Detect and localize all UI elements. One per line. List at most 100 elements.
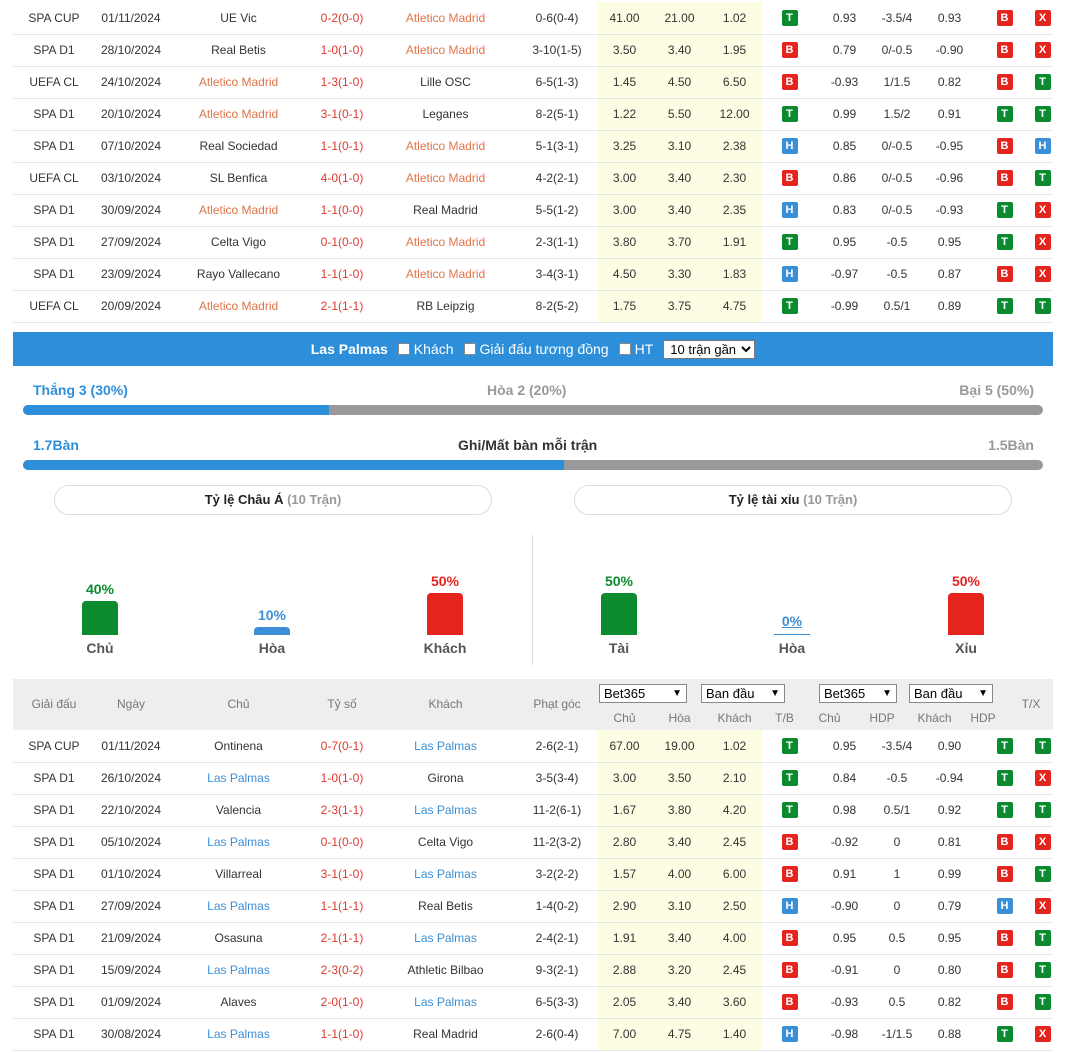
score-cell[interactable]: 1-1(0-1): [310, 130, 374, 163]
checkbox-icon[interactable]: [397, 343, 410, 355]
home-team-cell[interactable]: Atletico Madrid: [167, 66, 310, 99]
table-row[interactable]: SPA D1 15/09/2024 Las Palmas 2-3(0-2) Athlet…: [13, 954, 1053, 987]
home-team-cell[interactable]: Real Betis: [167, 34, 310, 67]
away-filter-checkbox[interactable]: Khách: [397, 341, 454, 357]
table-row[interactable]: SPA D1 30/09/2024 Atletico Madrid 1-1(0-0) R…: [13, 194, 1053, 227]
away-team-cell[interactable]: Athletic Bilbao: [374, 954, 517, 987]
score-cell[interactable]: 3-1(0-1): [310, 98, 374, 131]
table-row[interactable]: UEFA CL 03/10/2024 SL Benfica 4-0(1-0) Atlet…: [13, 162, 1053, 195]
home-team-cell[interactable]: SL Benfica: [167, 162, 310, 195]
handicap-home-cell: 0.91: [817, 858, 872, 891]
score-cell[interactable]: 2-3(1-1): [310, 794, 374, 827]
home-team-cell[interactable]: Real Sociedad: [167, 130, 310, 163]
away-team-cell[interactable]: Real Betis: [374, 890, 517, 923]
date-cell: 24/10/2024: [95, 66, 167, 99]
away-team-cell[interactable]: Lille OSC: [374, 66, 517, 99]
home-team-cell[interactable]: Celta Vigo: [167, 226, 310, 259]
away-team-cell-text: RB Leipzig: [416, 299, 475, 313]
table-row[interactable]: UEFA CL 24/10/2024 Atletico Madrid 1-3(1-0)…: [13, 66, 1053, 99]
away-team-cell[interactable]: Atletico Madrid: [374, 34, 517, 67]
away-team-cell-text: Las Palmas: [414, 867, 477, 881]
table-row[interactable]: SPA D1 01/10/2024 Villarreal 3-1(1-0) Las Pa…: [13, 858, 1053, 891]
table-row[interactable]: UEFA CL 20/09/2024 Atletico Madrid 2-1(1-1)…: [13, 290, 1053, 323]
table-row[interactable]: SPA D1 21/09/2024 Osasuna 2-1(1-1) Las Palma…: [13, 922, 1053, 955]
home-team-cell[interactable]: Atletico Madrid: [167, 98, 310, 131]
asian-percent-0: 40%: [85, 581, 115, 598]
table-row[interactable]: SPA CUP 01/11/2024 Ontinena 0-7(0-1) Las Pal…: [13, 730, 1053, 763]
away-team-cell[interactable]: Las Palmas: [374, 986, 517, 1019]
away-team-cell[interactable]: Girona: [374, 762, 517, 795]
score-cell[interactable]: 1-1(0-0): [310, 194, 374, 227]
table-row[interactable]: SPA D1 22/10/2024 Valencia 2-3(1-1) Las Palm…: [13, 794, 1053, 827]
score-cell[interactable]: 1-0(1-0): [310, 762, 374, 795]
table-row[interactable]: SPA D1 30/08/2024 Las Palmas 1-1(1-0) Real M…: [13, 1018, 1053, 1051]
away-team-cell[interactable]: Las Palmas: [374, 922, 517, 955]
home-team-cell[interactable]: UE Vic: [167, 2, 310, 35]
home-team-cell[interactable]: Atletico Madrid: [167, 290, 310, 323]
table-row[interactable]: SPA D1 20/10/2024 Atletico Madrid 3-1(0-1) L…: [13, 98, 1053, 131]
score-cell[interactable]: 0-2(0-0): [310, 2, 374, 35]
score-cell[interactable]: 1-3(1-0): [310, 66, 374, 99]
table-row[interactable]: SPA D1 23/09/2024 Rayo Vallecano 1-1(1-0) At…: [13, 258, 1053, 291]
away-team-cell[interactable]: Las Palmas: [374, 794, 517, 827]
checkbox-icon[interactable]: [618, 343, 631, 355]
away-team-cell[interactable]: Atletico Madrid: [374, 2, 517, 35]
table-row[interactable]: SPA D1 28/10/2024 Real Betis 1-0(1-0) Atleti…: [13, 34, 1053, 67]
away-team-cell[interactable]: Celta Vigo: [374, 826, 517, 859]
recent-matches-select[interactable]: 10 trận gần: [663, 339, 756, 359]
home-team-cell[interactable]: Valencia: [167, 794, 310, 827]
away-team-cell[interactable]: Atletico Madrid: [374, 162, 517, 195]
home-team-cell[interactable]: Ontinena: [167, 730, 310, 763]
odds-type-select-1[interactable]: Ban đầu ▼: [701, 684, 785, 703]
handicap-line-cell-text: 1.5/2: [883, 107, 911, 121]
table-row[interactable]: SPA D1 01/09/2024 Alaves 2-0(1-0) Las Palmas…: [13, 986, 1053, 1019]
home-team-cell[interactable]: Osasuna: [167, 922, 310, 955]
home-odds-cell-text: 1.22: [612, 107, 637, 121]
home-team-cell[interactable]: Las Palmas: [167, 890, 310, 923]
home-team-cell[interactable]: Alaves: [167, 986, 310, 1019]
checkbox-icon[interactable]: [463, 343, 476, 355]
score-cell[interactable]: 1-1(1-0): [310, 1018, 374, 1051]
home-team-cell[interactable]: Las Palmas: [167, 1018, 310, 1051]
score-cell[interactable]: 1-0(1-0): [310, 34, 374, 67]
away-team-cell[interactable]: Leganes: [374, 98, 517, 131]
away-team-cell[interactable]: Atletico Madrid: [374, 130, 517, 163]
bookmaker-select-2[interactable]: Bet365 ▼: [819, 684, 897, 703]
ht-filter-checkbox[interactable]: HT: [618, 341, 653, 357]
table-row[interactable]: SPA D1 27/09/2024 Celta Vigo 0-1(0-0) Atleti…: [13, 226, 1053, 259]
home-team-cell[interactable]: Atletico Madrid: [167, 194, 310, 227]
bookmaker-select-1[interactable]: Bet365 ▼: [599, 684, 687, 703]
score-cell[interactable]: 2-1(1-1): [310, 922, 374, 955]
away-team-cell[interactable]: Atletico Madrid: [374, 258, 517, 291]
away-team-cell[interactable]: Real Madrid: [374, 194, 517, 227]
home-team-cell[interactable]: Las Palmas: [167, 826, 310, 859]
away-odds-cell: 1.83: [707, 258, 762, 291]
home-team-cell[interactable]: Las Palmas: [167, 954, 310, 987]
away-team-cell[interactable]: Real Madrid: [374, 1018, 517, 1051]
score-cell[interactable]: 2-0(1-0): [310, 986, 374, 1019]
score-cell[interactable]: 2-3(0-2): [310, 954, 374, 987]
table-row[interactable]: SPA CUP 01/11/2024 UE Vic 0-2(0-0) Atletico …: [13, 2, 1053, 35]
away-team-cell[interactable]: Las Palmas: [374, 730, 517, 763]
table-row[interactable]: SPA D1 27/09/2024 Las Palmas 1-1(1-1) Real B…: [13, 890, 1053, 923]
score-cell[interactable]: 0-1(0-0): [310, 826, 374, 859]
score-cell[interactable]: 2-1(1-1): [310, 290, 374, 323]
score-cell[interactable]: 0-1(0-0): [310, 226, 374, 259]
table-row[interactable]: SPA D1 07/10/2024 Real Sociedad 1-1(0-1) Atl…: [13, 130, 1053, 163]
same-league-filter-checkbox[interactable]: Giải đấu tương đồng: [463, 341, 609, 357]
away-team-cell[interactable]: RB Leipzig: [374, 290, 517, 323]
score-cell[interactable]: 4-0(1-0): [310, 162, 374, 195]
home-team-cell[interactable]: Rayo Vallecano: [167, 258, 310, 291]
score-cell[interactable]: 1-1(1-0): [310, 258, 374, 291]
corners-cell-text: 0-6(0-4): [535, 10, 579, 25]
home-team-cell[interactable]: Las Palmas: [167, 762, 310, 795]
away-team-cell[interactable]: Atletico Madrid: [374, 226, 517, 259]
table-row[interactable]: SPA D1 26/10/2024 Las Palmas 1-0(1-0) Girona…: [13, 762, 1053, 795]
score-cell[interactable]: 0-7(0-1): [310, 730, 374, 763]
away-team-cell[interactable]: Las Palmas: [374, 858, 517, 891]
home-team-cell[interactable]: Villarreal: [167, 858, 310, 891]
table-row[interactable]: SPA D1 05/10/2024 Las Palmas 0-1(0-0) Celta …: [13, 826, 1053, 859]
score-cell[interactable]: 3-1(1-0): [310, 858, 374, 891]
odds-type-select-2[interactable]: Ban đầu ▼: [909, 684, 993, 703]
score-cell[interactable]: 1-1(1-1): [310, 890, 374, 923]
